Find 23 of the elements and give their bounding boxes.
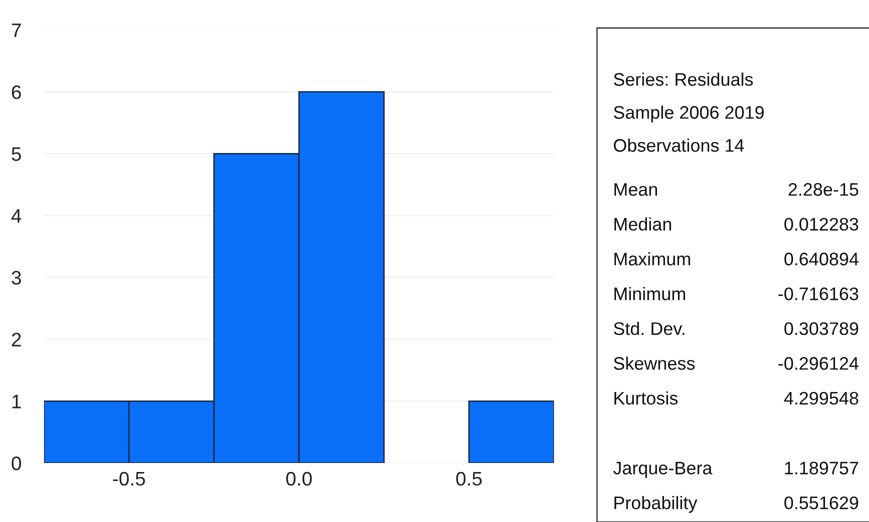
text: Maximum 0.640894 (614, 252, 858, 266)
text: Mean 2.28e-15 (614, 183, 858, 196)
x-tick-label: -0.5 (113, 472, 145, 486)
y-tick-label: 5 (12, 147, 21, 161)
y-tick-label: 6 (12, 85, 21, 100)
x-tick-label: 0.0 (286, 472, 312, 486)
y-tick-label: 0 (12, 456, 22, 470)
y-tick-label: 7 (12, 24, 21, 38)
text: Sample 2006 2019 (614, 106, 764, 122)
text: Minimum -0.716163 (614, 286, 858, 300)
text: Jarque-Bera 1.189757 (613, 462, 858, 478)
y-tick-label: 2 (12, 332, 21, 346)
text: Skewness -0.296124 (614, 356, 858, 370)
text: Probability 0.551629 (614, 496, 858, 513)
y-tick-label: 3 (12, 270, 21, 285)
text: Median 0.012283 (614, 217, 858, 231)
text: Series: Residuals (614, 72, 753, 86)
x-tick-label: 0.5 (456, 472, 482, 486)
text: Kurtosis 4.299548 (614, 391, 858, 405)
y-tick-label: 4 (11, 209, 22, 223)
text: Std. Dev. 0.303789 (614, 322, 858, 336)
y-tick-label: 1 (12, 394, 21, 408)
text: Observations 14 (614, 138, 744, 152)
